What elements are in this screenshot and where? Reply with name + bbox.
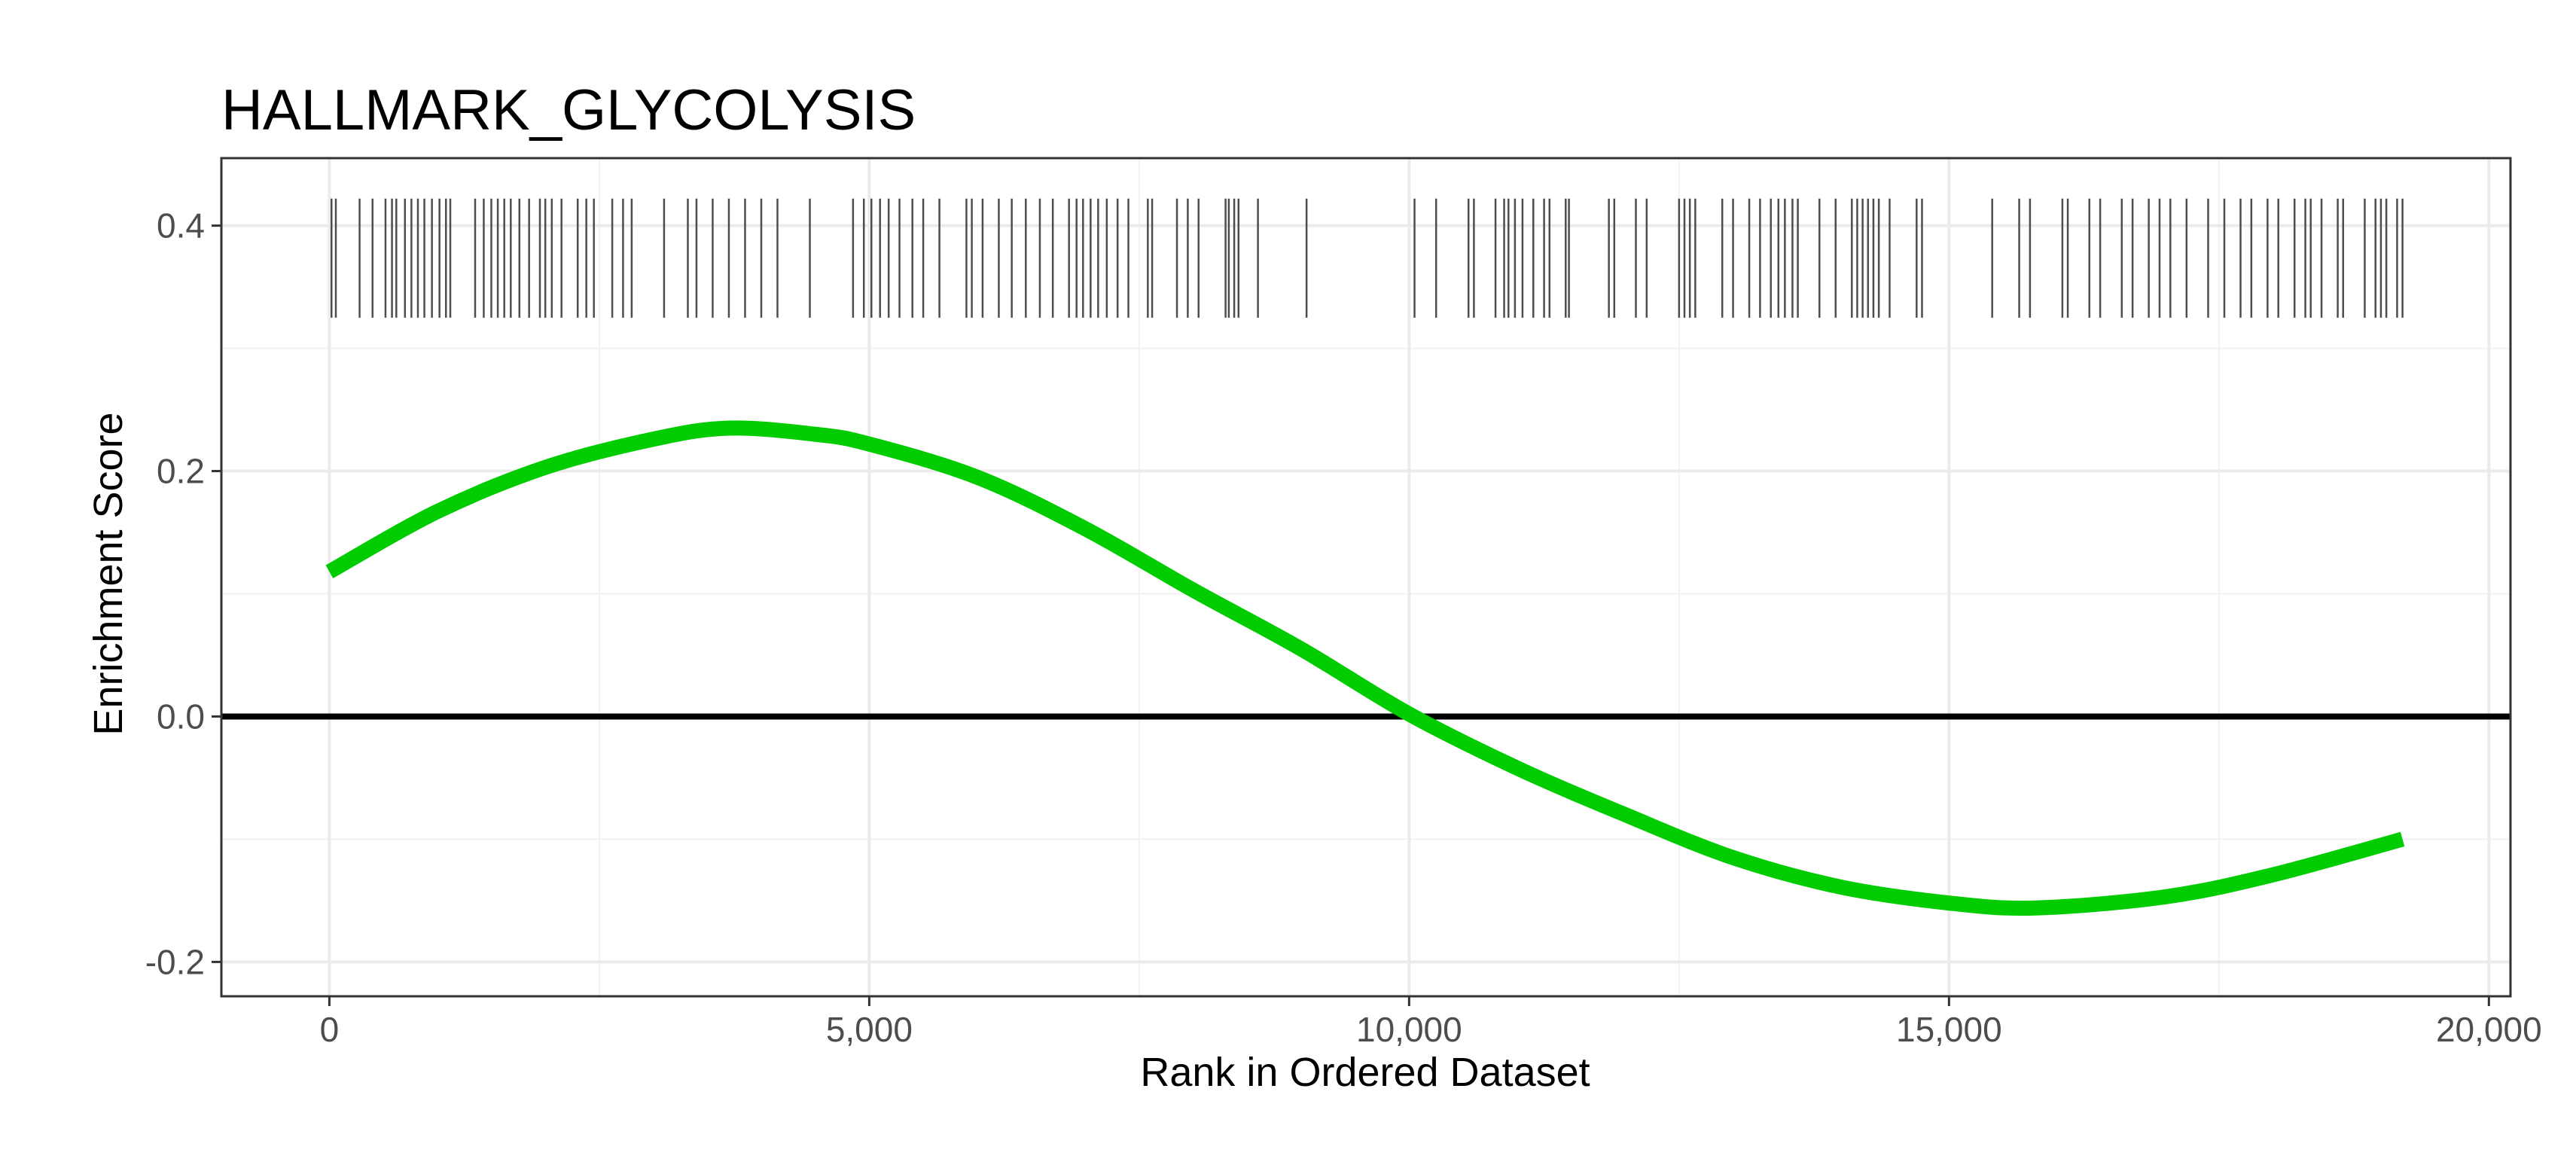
enrichment-score-curve [325, 420, 2405, 916]
panel-border [220, 157, 2512, 998]
gene-hit-ticks [331, 198, 2404, 318]
x-axis-title: Rank in Ordered Dataset [1140, 1050, 1590, 1095]
y-tick-label: 0.2 [157, 452, 205, 491]
x-tick-label: 0 [320, 1010, 340, 1049]
x-tick-label: 15,000 [1896, 1010, 2002, 1049]
y-axis-title: Enrichment Score [86, 412, 131, 735]
y-tick-label: 0.0 [157, 697, 205, 736]
y-tick-label: -0.2 [145, 942, 205, 981]
y-tick-label: 0.4 [157, 206, 205, 245]
axis-ticks: 0 5,000 10,000 15,000 20,000 -0.2 0.0 0.2 0.4 [145, 206, 2542, 1049]
x-tick-label: 10,000 [1356, 1010, 1462, 1049]
x-tick-label: 5,000 [826, 1010, 913, 1049]
chart-title: HALLMARK_GLYCOLYSIS [221, 78, 916, 142]
x-tick-label: 20,000 [2436, 1010, 2542, 1049]
